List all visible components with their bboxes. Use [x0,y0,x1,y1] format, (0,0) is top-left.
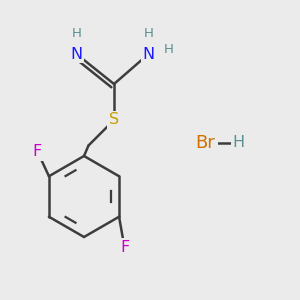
Text: Br: Br [196,134,215,152]
Text: H: H [72,26,81,40]
Text: H: H [164,43,174,56]
Text: F: F [120,240,129,255]
Text: F: F [33,144,42,159]
Text: H: H [232,135,244,150]
Text: N: N [142,46,154,62]
Text: N: N [70,46,83,62]
Text: H: H [144,26,153,40]
Text: S: S [109,112,119,128]
